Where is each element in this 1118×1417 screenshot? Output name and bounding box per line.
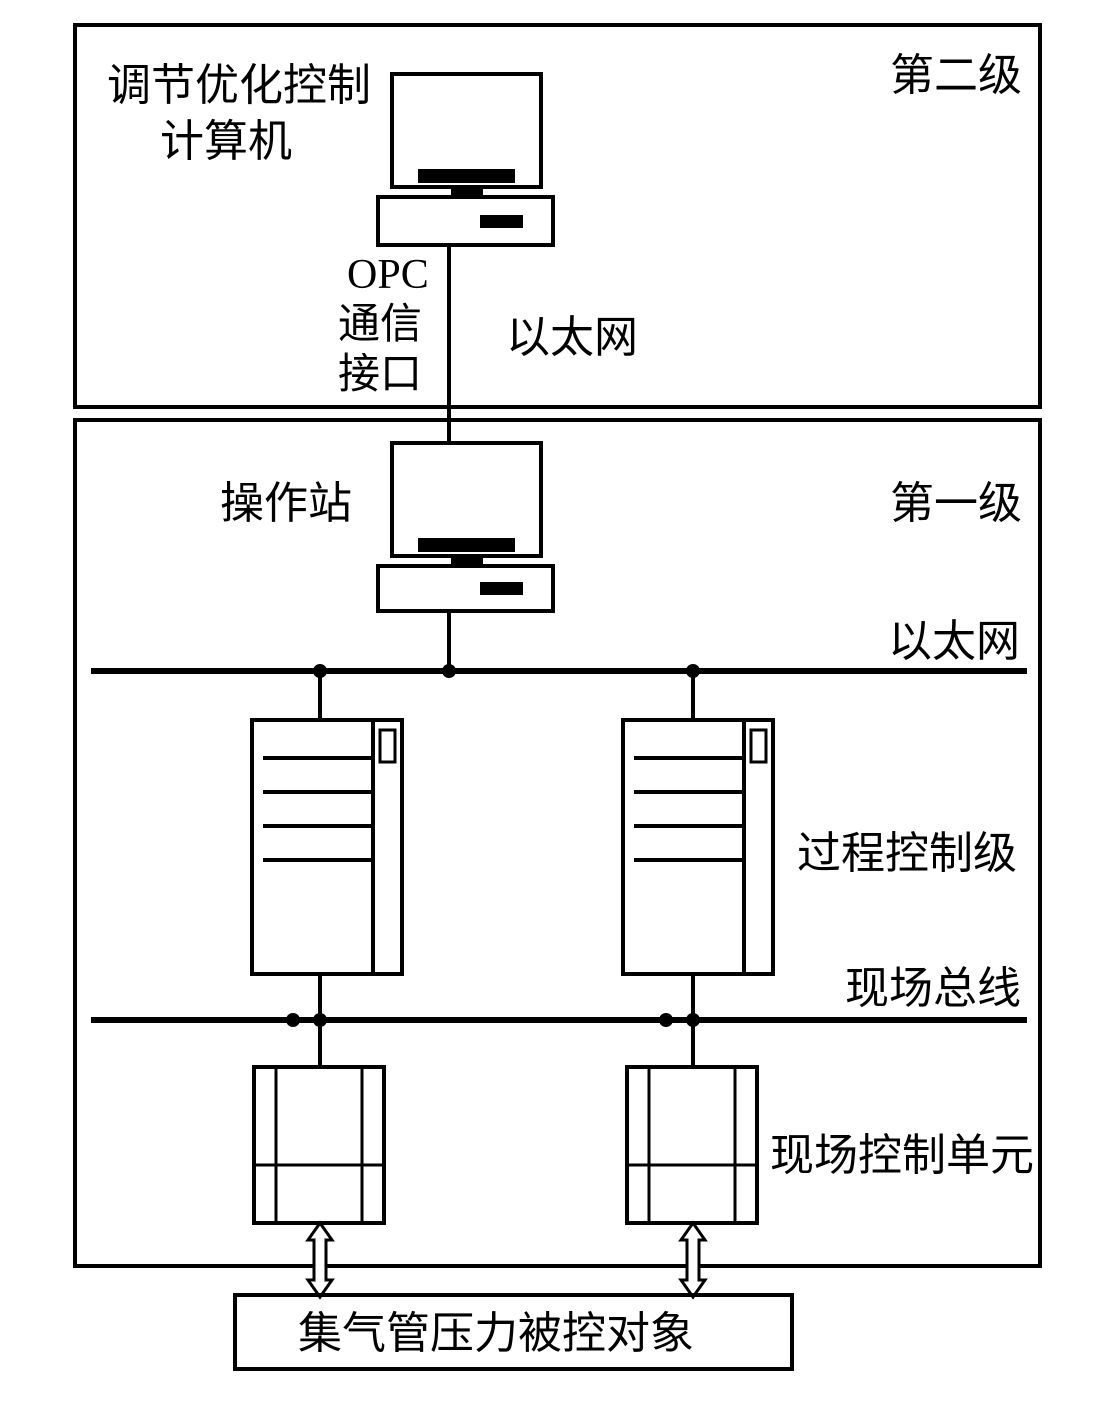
opc-label-3: 接口: [338, 352, 422, 398]
level2-title: 第二级: [890, 51, 1022, 100]
operator-station-icon: [378, 443, 553, 611]
system-diagram: 第二级 调节优化控制 计算机 OPC 通信 接口 以太网 第一级 操作站 以太网: [0, 0, 1118, 1417]
ethernet-bus-label: 以太网: [888, 617, 1020, 666]
opc-label-1: OPC: [347, 252, 429, 298]
opc-label-2: 通信: [338, 302, 422, 348]
controlled-object-label: 集气管压力被控对象: [298, 1309, 694, 1358]
control-computer-icon: [378, 74, 553, 245]
process-control-label: 过程控制级: [797, 829, 1017, 878]
server-icon-2: [623, 720, 773, 974]
bidir-arrow-1: [308, 1223, 332, 1297]
field-control-unit-1: [254, 1067, 384, 1223]
fieldbus-label: 现场总线: [845, 964, 1021, 1013]
control-computer-label2: 计算机: [160, 117, 292, 166]
field-unit-label: 现场控制单元: [770, 1131, 1034, 1180]
operator-station-label: 操作站: [220, 479, 352, 528]
control-computer-label1: 调节优化控制: [107, 61, 371, 110]
ethernet-label-1: 以太网: [506, 313, 638, 362]
field-control-unit-2: [627, 1067, 757, 1223]
server-icon-1: [252, 720, 402, 974]
level1-title: 第一级: [890, 479, 1022, 528]
bidir-arrow-2: [681, 1223, 705, 1297]
